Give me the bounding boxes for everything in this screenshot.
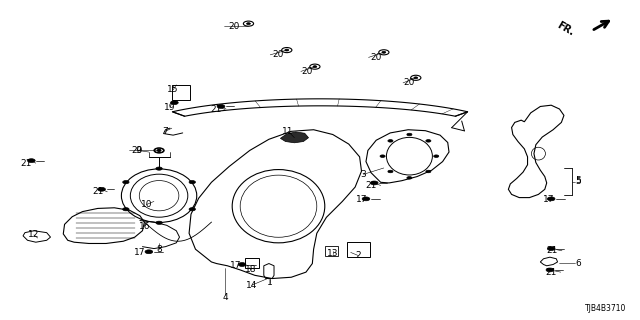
Text: 21: 21: [211, 105, 222, 114]
Text: 19: 19: [164, 103, 175, 112]
Text: 6: 6: [575, 259, 581, 268]
Text: 17: 17: [134, 248, 146, 257]
Circle shape: [123, 208, 129, 211]
Text: 12: 12: [28, 230, 40, 239]
Text: 2: 2: [355, 251, 361, 260]
Circle shape: [414, 77, 418, 79]
Circle shape: [246, 23, 250, 25]
Text: 21: 21: [365, 181, 377, 190]
Text: 20: 20: [228, 22, 239, 31]
Circle shape: [380, 155, 385, 157]
Circle shape: [157, 149, 161, 151]
Text: TJB4B3710: TJB4B3710: [585, 304, 627, 313]
Circle shape: [407, 177, 412, 179]
Text: FR.: FR.: [555, 20, 575, 38]
Circle shape: [98, 188, 106, 191]
Circle shape: [28, 159, 35, 163]
Polygon shape: [280, 132, 308, 143]
Text: 10: 10: [141, 200, 152, 209]
Text: 9: 9: [135, 146, 141, 155]
Text: 20: 20: [371, 53, 382, 62]
Circle shape: [189, 208, 195, 211]
Circle shape: [157, 149, 161, 151]
Text: 21: 21: [545, 268, 557, 277]
Text: 20: 20: [272, 50, 284, 59]
Text: 17: 17: [230, 261, 241, 270]
Text: 17: 17: [543, 195, 554, 204]
Text: 20: 20: [301, 67, 313, 76]
Text: 20: 20: [404, 78, 415, 87]
Text: 21: 21: [547, 246, 558, 255]
Text: 21: 21: [92, 188, 104, 196]
Text: 3: 3: [360, 170, 366, 179]
Text: 15: 15: [168, 85, 179, 94]
Circle shape: [238, 263, 246, 267]
Text: 18: 18: [245, 265, 257, 275]
Circle shape: [156, 221, 163, 224]
Circle shape: [285, 49, 289, 51]
Text: 16: 16: [139, 222, 150, 231]
Text: 17: 17: [356, 195, 367, 204]
Circle shape: [371, 181, 378, 185]
Bar: [172, 85, 189, 100]
Text: 7: 7: [163, 127, 168, 136]
Bar: [325, 246, 338, 256]
Text: 20: 20: [131, 146, 143, 155]
Circle shape: [546, 268, 554, 272]
Text: 1: 1: [268, 278, 273, 287]
Text: 8: 8: [156, 245, 162, 254]
Circle shape: [382, 51, 386, 53]
Circle shape: [426, 170, 431, 173]
Circle shape: [171, 101, 178, 105]
Circle shape: [145, 250, 153, 254]
Circle shape: [426, 140, 431, 142]
Circle shape: [388, 140, 393, 142]
Text: 11: 11: [282, 127, 294, 136]
Circle shape: [156, 167, 163, 170]
Circle shape: [123, 180, 129, 184]
Circle shape: [217, 105, 225, 108]
Bar: [244, 258, 259, 268]
Text: 13: 13: [327, 250, 339, 259]
Circle shape: [388, 170, 393, 173]
Text: 14: 14: [246, 281, 257, 290]
Circle shape: [547, 197, 555, 201]
Circle shape: [407, 133, 412, 136]
Text: 21: 21: [20, 159, 32, 168]
Circle shape: [362, 197, 370, 201]
Text: 5: 5: [575, 176, 581, 185]
Circle shape: [189, 180, 195, 184]
Circle shape: [547, 247, 555, 251]
Text: 4: 4: [223, 293, 228, 302]
Circle shape: [434, 155, 439, 157]
Circle shape: [313, 66, 317, 68]
Text: 5: 5: [575, 177, 581, 186]
